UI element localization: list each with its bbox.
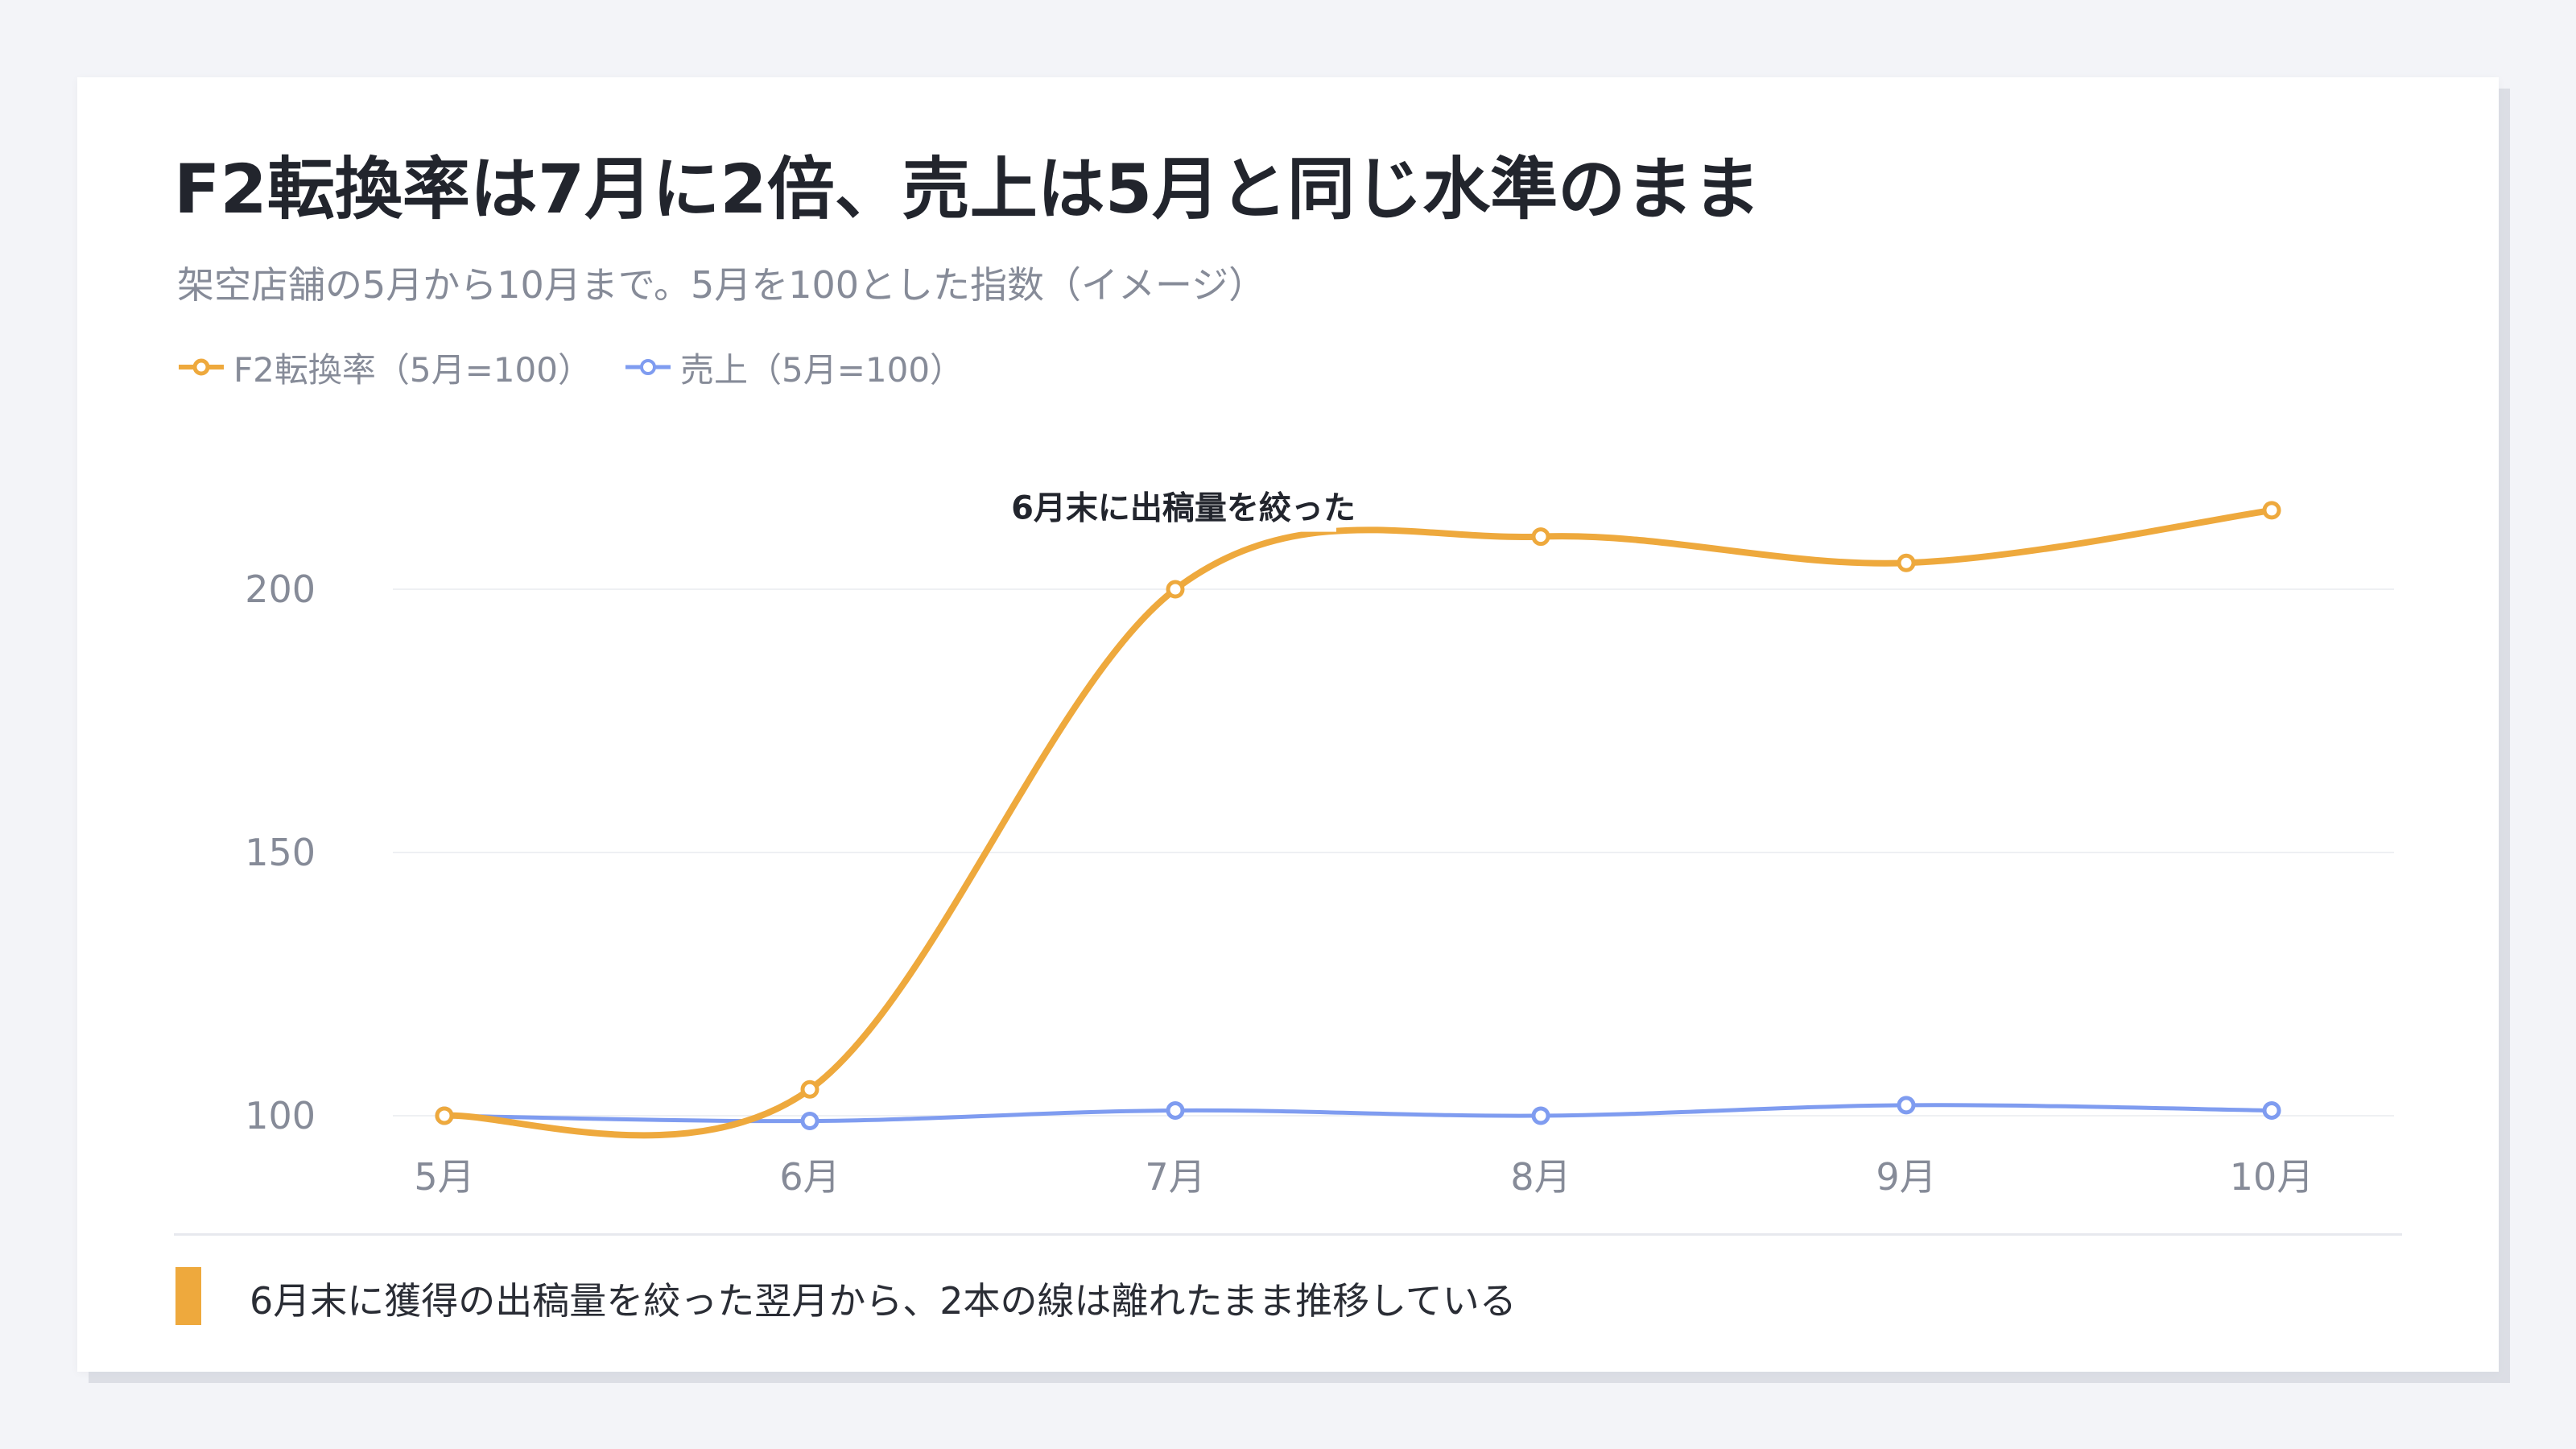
data-point-f2 bbox=[2262, 501, 2281, 520]
x-tick-label: 6月 bbox=[779, 1155, 840, 1199]
annotation-layer: 6月末に出稿量を絞った bbox=[966, 478, 1356, 532]
legend: F2転換率（5月=100） 売上（5月=100） bbox=[177, 343, 996, 391]
legend-label-sales: 売上（5月=100） bbox=[679, 349, 964, 390]
legend-swatch-f2 bbox=[179, 358, 224, 376]
data-point-f2 bbox=[800, 1080, 819, 1099]
legend-swatch-sales bbox=[625, 359, 671, 375]
data-point-sales bbox=[1531, 1106, 1550, 1125]
data-point-f2 bbox=[1531, 527, 1550, 547]
y-tick-label-200: 200 bbox=[245, 568, 316, 611]
annotation-bg bbox=[966, 478, 1336, 532]
footer-note: 6月末に獲得の出稿量を絞った翌月から、2本の線は離れたまま推移している bbox=[250, 1279, 1517, 1323]
footer-divider bbox=[174, 1233, 2402, 1236]
x-tick-label: 7月 bbox=[1145, 1155, 1205, 1199]
series-lines bbox=[441, 506, 2275, 1139]
legend-label-f2: F2転換率（5月=100） bbox=[233, 349, 592, 390]
data-point-sales bbox=[2262, 1100, 2281, 1120]
footer-accent-bar bbox=[175, 1267, 201, 1325]
x-tick-label: 9月 bbox=[1876, 1155, 1936, 1199]
series-line-sales bbox=[442, 1103, 2274, 1124]
chart-card: F2転換率は7月に2倍、売上は5月と同じ水準のまま 架空店舗の5月から10月まで… bbox=[77, 77, 2499, 1372]
chart-title: F2転換率は7月に2倍、売上は5月と同じ水準のまま bbox=[174, 150, 1761, 229]
annotation-label: 6月末に出稿量を絞った bbox=[1011, 490, 1356, 527]
y-axis-ticks: 100 150 200 bbox=[245, 568, 316, 1137]
x-tick-label: 5月 bbox=[414, 1155, 474, 1199]
data-point-sales bbox=[1897, 1096, 1916, 1115]
legend-item-f2: F2転換率（5月=100） bbox=[177, 343, 592, 392]
chart-subtitle: 架空店舗の5月から10月まで。5月を100とした指数（イメージ） bbox=[177, 263, 1266, 307]
data-point-sales bbox=[1166, 1100, 1185, 1120]
series-points bbox=[435, 501, 2281, 1131]
x-axis-ticks: 5月 6月 7月 8月 9月 10月 bbox=[414, 1155, 2314, 1199]
x-tick-label: 10月 bbox=[2230, 1155, 2314, 1199]
line-chart: 100 150 200 5月 6月 7月 8月 9月 10月 6月末に出稿量を絞った bbox=[245, 478, 2394, 1199]
y-tick-label-150: 150 bbox=[245, 831, 316, 874]
data-point-f2 bbox=[1897, 553, 1916, 572]
data-point-f2 bbox=[1166, 580, 1185, 599]
grid-layer bbox=[393, 588, 2394, 1117]
data-point-sales bbox=[800, 1112, 819, 1131]
series-line-f2 bbox=[441, 506, 2275, 1139]
legend-item-sales: 売上（5月=100） bbox=[624, 343, 964, 392]
y-tick-label-100: 100 bbox=[245, 1094, 316, 1137]
data-point-f2 bbox=[435, 1106, 454, 1125]
x-tick-label: 8月 bbox=[1510, 1155, 1571, 1199]
